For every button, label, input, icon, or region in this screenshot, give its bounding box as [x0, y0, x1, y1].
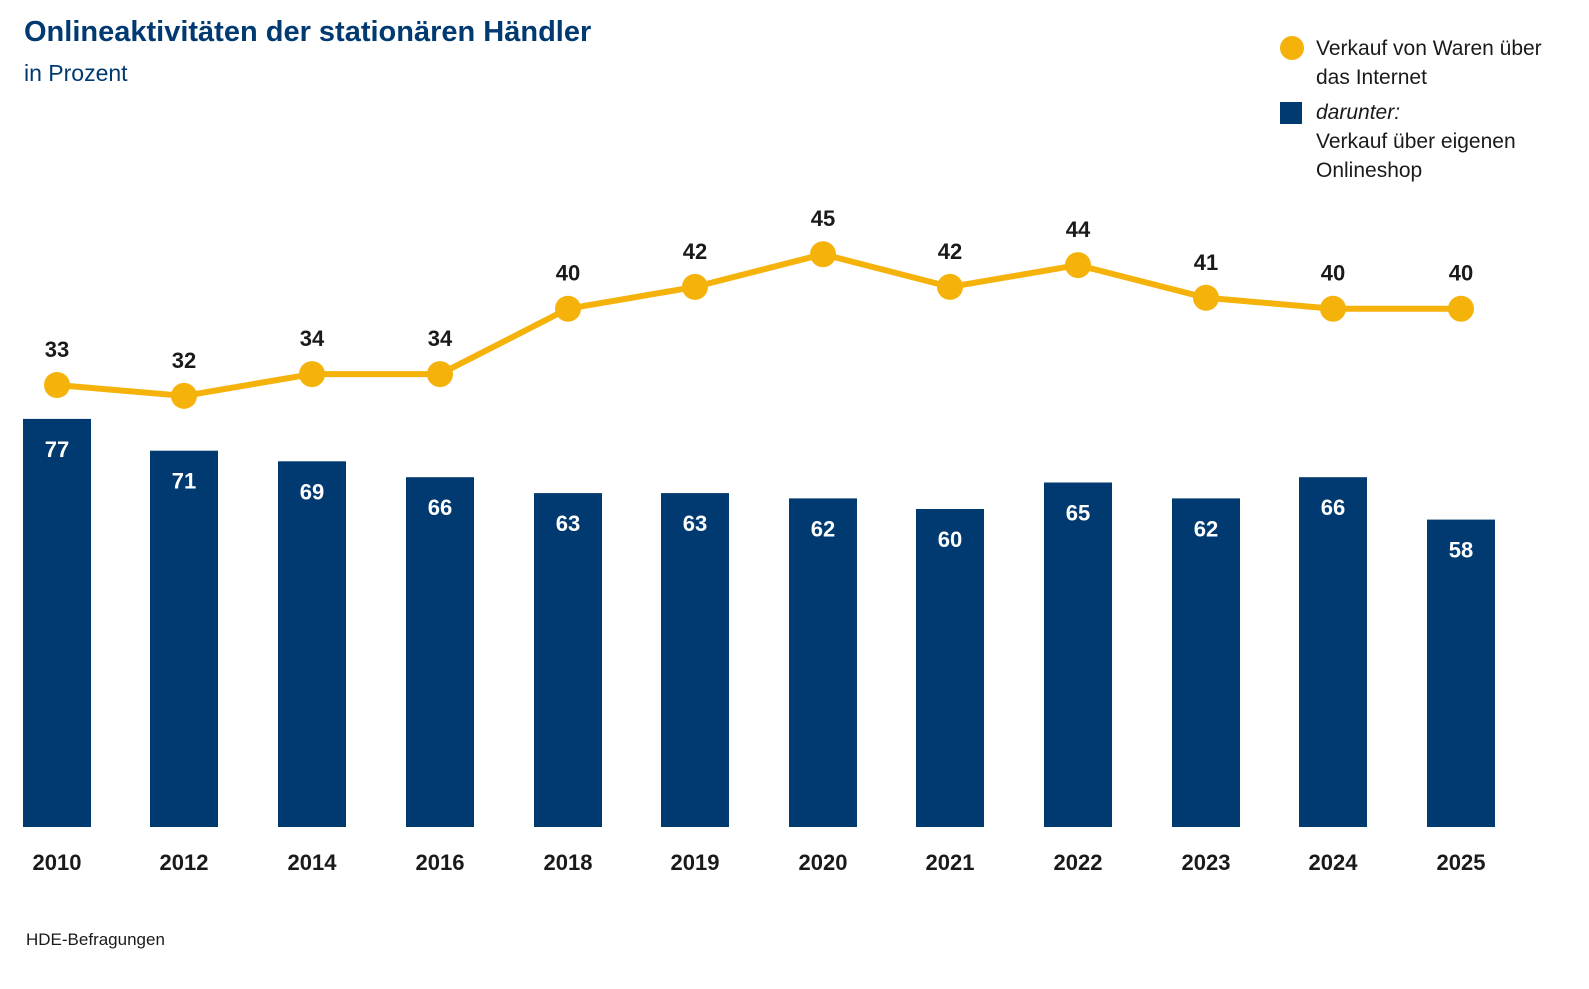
bar-2025 — [1427, 519, 1495, 827]
x-tick-label-2022: 2022 — [1054, 850, 1103, 875]
line-value-label-2014: 34 — [300, 326, 325, 351]
chart-title: Onlineaktivitäten der stationären Händle… — [24, 16, 592, 48]
bar-value-label-2012: 71 — [172, 469, 196, 494]
bar-value-label-2023: 62 — [1194, 516, 1218, 541]
bar-value-label-2010: 77 — [45, 437, 69, 462]
x-tick-label-2024: 2024 — [1309, 850, 1359, 875]
x-tick-label-2023: 2023 — [1182, 850, 1231, 875]
line-value-label-2022: 44 — [1066, 217, 1091, 242]
line-value-label-2016: 34 — [428, 326, 453, 351]
legend-line-label-1: Verkauf von Waren über — [1316, 37, 1542, 60]
legend-line-marker — [1280, 36, 1304, 60]
line-point-2018 — [555, 295, 581, 322]
bar-value-label-2021: 60 — [938, 527, 962, 552]
line-value-label-2023: 41 — [1194, 250, 1218, 275]
line-point-2012 — [171, 382, 197, 409]
x-tick-label-2025: 2025 — [1437, 850, 1486, 875]
chart-subtitle: in Prozent — [24, 60, 128, 86]
x-tick-label-2010: 2010 — [33, 850, 82, 875]
line-value-label-2019: 42 — [683, 239, 707, 264]
line-series: 33 32 34 34 40 42 45 42 44 41 40 40 — [44, 206, 1474, 409]
x-tick-label-2014: 2014 — [288, 850, 338, 875]
bar-value-label-2024: 66 — [1321, 495, 1345, 520]
bar-2023 — [1172, 498, 1240, 827]
bar-2021 — [916, 509, 984, 827]
bar-2020 — [789, 498, 857, 827]
x-tick-label-2016: 2016 — [416, 850, 465, 875]
legend-item-bar: darunter: Verkauf über eigenen Onlinesho… — [1280, 98, 1580, 185]
bar-2016 — [406, 477, 474, 827]
bar-value-label-2018: 63 — [556, 511, 580, 536]
line-point-2016 — [427, 361, 453, 388]
line-point-2019 — [682, 273, 708, 300]
line-point-2022 — [1065, 252, 1091, 279]
legend-line-label-2: das Internet — [1316, 66, 1427, 89]
line-point-2024 — [1320, 295, 1346, 322]
bar-2024 — [1299, 477, 1367, 827]
line-point-2020 — [810, 241, 836, 268]
line-point-2010 — [44, 372, 70, 398]
x-tick-label-2018: 2018 — [544, 850, 593, 875]
bar-value-label-2016: 66 — [428, 495, 452, 520]
legend-bar-label-1: darunter: — [1316, 101, 1401, 124]
bar-series: 77 2010 71 2012 69 2014 66 2016 63 2018 63 2019 62 20… — [23, 418, 1495, 875]
line-value-label-2012: 32 — [172, 348, 196, 373]
line-point-2014 — [299, 361, 325, 388]
x-tick-label-2012: 2012 — [160, 850, 209, 875]
legend: Verkauf von Waren über das Internet daru… — [1280, 34, 1580, 185]
line-value-label-2010: 33 — [45, 337, 69, 362]
bar-value-label-2020: 62 — [811, 516, 835, 541]
line-value-label-2018: 40 — [556, 261, 580, 286]
bar-value-label-2022: 65 — [1066, 501, 1090, 526]
legend-bar-text: darunter: Verkauf über eigenen Onlinesho… — [1316, 98, 1580, 185]
x-tick-label-2019: 2019 — [671, 850, 720, 875]
bar-2012 — [150, 450, 218, 827]
bar-2010 — [23, 418, 91, 827]
line-point-2025 — [1448, 295, 1474, 322]
bar-value-label-2019: 63 — [683, 511, 707, 536]
x-tick-label-2021: 2021 — [926, 850, 975, 875]
bar-value-label-2025: 58 — [1449, 538, 1473, 563]
line-path — [54, 251, 1464, 399]
line-value-label-2025: 40 — [1449, 261, 1473, 286]
line-point-2021 — [937, 273, 963, 300]
legend-bar-marker — [1280, 102, 1302, 124]
source-note: HDE-Befragungen — [26, 930, 165, 949]
bar-2019 — [661, 493, 729, 827]
line-value-label-2021: 42 — [938, 239, 962, 264]
legend-line-text: Verkauf von Waren über das Internet — [1316, 34, 1580, 92]
bar-2022 — [1044, 482, 1112, 827]
bar-2018 — [534, 493, 602, 827]
line-value-label-2024: 40 — [1321, 261, 1345, 286]
legend-bar-label-2: Verkauf über eigenen — [1316, 130, 1516, 153]
bar-2014 — [278, 461, 346, 827]
legend-bar-label-3: Onlineshop — [1316, 159, 1423, 182]
legend-item-line: Verkauf von Waren über das Internet — [1280, 34, 1580, 92]
line-point-2023 — [1193, 284, 1219, 311]
line-value-label-2020: 45 — [811, 206, 835, 231]
bar-value-label-2014: 69 — [300, 479, 324, 504]
x-tick-label-2020: 2020 — [799, 850, 848, 875]
